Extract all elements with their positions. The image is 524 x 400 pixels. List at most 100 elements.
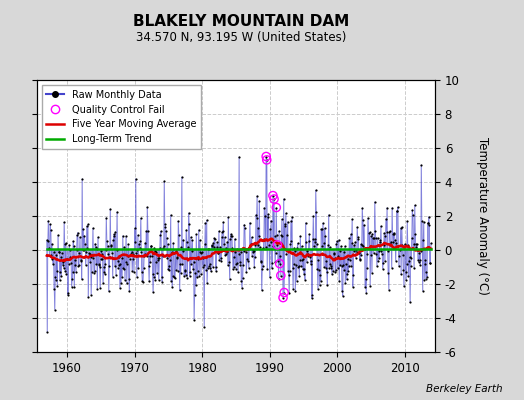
Point xyxy=(382,216,390,222)
Point xyxy=(88,269,96,276)
Point xyxy=(330,251,339,258)
Point xyxy=(308,295,316,302)
Point xyxy=(420,277,429,283)
Point xyxy=(330,250,338,257)
Point xyxy=(316,277,325,284)
Point xyxy=(316,272,324,278)
Point xyxy=(374,235,382,241)
Point xyxy=(246,219,254,226)
Point xyxy=(150,244,158,251)
Point xyxy=(367,252,375,258)
Point xyxy=(50,286,58,293)
Point xyxy=(70,284,79,290)
Point xyxy=(238,285,246,292)
Point xyxy=(315,282,324,289)
Point xyxy=(121,276,129,283)
Point xyxy=(122,232,130,239)
Point xyxy=(328,271,336,278)
Point xyxy=(50,306,59,313)
Point xyxy=(279,294,287,301)
Point xyxy=(47,227,55,233)
Point xyxy=(73,229,82,236)
Point xyxy=(119,266,128,272)
Point xyxy=(374,258,383,265)
Point xyxy=(71,262,80,268)
Point xyxy=(340,249,348,255)
Text: BLAKELY MOUNTAIN DAM: BLAKELY MOUNTAIN DAM xyxy=(133,14,349,30)
Point xyxy=(141,239,149,246)
Point xyxy=(368,231,377,237)
Point xyxy=(402,261,411,268)
Point xyxy=(417,162,425,168)
Point xyxy=(160,242,168,249)
Point xyxy=(53,282,62,289)
Point xyxy=(273,242,281,248)
Point xyxy=(259,245,268,252)
Point xyxy=(252,212,260,218)
Point xyxy=(206,260,214,267)
Point xyxy=(98,251,106,257)
Point xyxy=(422,276,430,282)
Point xyxy=(133,273,141,280)
Point xyxy=(156,244,164,251)
Point xyxy=(154,257,162,263)
Point xyxy=(270,196,278,202)
Point xyxy=(425,260,434,266)
Point xyxy=(244,246,253,253)
Point xyxy=(294,263,303,269)
Point xyxy=(142,228,150,234)
Point xyxy=(234,269,242,275)
Point xyxy=(222,244,230,251)
Point xyxy=(61,241,69,248)
Point xyxy=(377,248,386,254)
Point xyxy=(221,234,229,241)
Point xyxy=(227,232,235,239)
Point xyxy=(313,266,322,272)
Point xyxy=(192,231,201,238)
Point xyxy=(327,265,335,272)
Point xyxy=(272,204,280,211)
Point xyxy=(384,270,392,276)
Point xyxy=(225,276,234,282)
Point xyxy=(245,265,253,271)
Point xyxy=(413,241,421,248)
Point xyxy=(76,234,84,240)
Point xyxy=(123,260,132,267)
Point xyxy=(379,260,387,266)
Point xyxy=(420,219,428,225)
Point xyxy=(274,258,282,264)
Point xyxy=(406,254,414,260)
Point xyxy=(276,260,284,267)
Point xyxy=(268,260,277,266)
Point xyxy=(91,240,100,247)
Point xyxy=(286,241,294,247)
Point xyxy=(414,256,422,263)
Point xyxy=(411,231,419,238)
Point xyxy=(318,226,326,233)
Point xyxy=(394,204,402,210)
Point xyxy=(387,238,395,245)
Point xyxy=(57,273,66,280)
Point xyxy=(402,277,410,283)
Point xyxy=(105,263,113,270)
Point xyxy=(407,262,415,269)
Point xyxy=(293,240,302,247)
Point xyxy=(364,230,373,236)
Point xyxy=(158,252,167,259)
Point xyxy=(357,242,366,248)
Point xyxy=(373,263,381,270)
Point xyxy=(359,243,368,249)
Point xyxy=(184,244,192,250)
Point xyxy=(71,256,79,263)
Point xyxy=(56,277,64,283)
Point xyxy=(343,270,352,277)
Point xyxy=(198,250,206,256)
Point xyxy=(195,237,204,244)
Point xyxy=(199,255,208,262)
Point xyxy=(255,198,264,204)
Point xyxy=(256,244,264,250)
Point xyxy=(259,263,267,270)
Point xyxy=(212,268,220,274)
Point xyxy=(256,258,265,265)
Point xyxy=(336,248,344,254)
